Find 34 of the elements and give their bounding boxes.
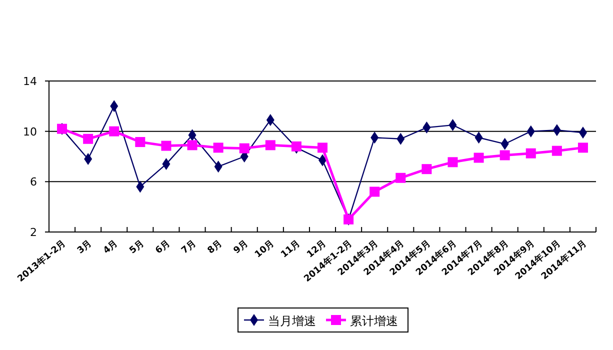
- point: [187, 140, 198, 150]
- x-tick-label: 7月: [179, 238, 198, 256]
- y-tick-label: 14: [23, 75, 37, 88]
- point: [396, 172, 406, 183]
- y-tick-label: 6: [30, 176, 37, 189]
- point: [318, 142, 328, 153]
- point: [448, 157, 458, 168]
- point: [83, 134, 94, 144]
- point: [526, 148, 536, 158]
- point: [500, 150, 510, 160]
- point: [578, 142, 588, 153]
- x-tick-label: 4月: [101, 238, 120, 256]
- point: [474, 152, 484, 163]
- point: [370, 186, 380, 197]
- point: [291, 141, 302, 152]
- point: [135, 137, 146, 148]
- point: [161, 140, 172, 151]
- x-tick-label: 8月: [205, 238, 224, 256]
- x-tick-label: 5月: [127, 238, 146, 256]
- point: [213, 142, 224, 153]
- x-tick-label: 11月: [278, 238, 302, 260]
- x-tick-label: 6月: [153, 238, 172, 256]
- point: [422, 164, 432, 174]
- legend-label: 当月增速: [268, 314, 316, 328]
- x-tick-label: 10月: [252, 238, 276, 260]
- x-tick-label: 9月: [232, 238, 250, 256]
- point: [265, 140, 276, 150]
- point: [109, 126, 120, 136]
- x-tick-label: 3月: [75, 238, 94, 256]
- point: [239, 143, 250, 154]
- legend-label: 累计增速: [350, 314, 398, 328]
- y-tick-label: 10: [23, 125, 37, 138]
- y-tick-label: 2: [30, 226, 37, 239]
- point: [552, 146, 562, 156]
